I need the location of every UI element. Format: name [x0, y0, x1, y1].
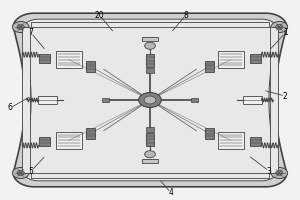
Circle shape — [144, 96, 156, 104]
Bar — [142, 37, 158, 41]
Circle shape — [271, 22, 288, 33]
Bar — [205, 128, 214, 139]
Circle shape — [139, 93, 161, 107]
Circle shape — [17, 170, 25, 175]
Polygon shape — [13, 13, 287, 187]
Circle shape — [275, 170, 283, 175]
Bar — [218, 51, 244, 68]
Text: 20: 20 — [95, 11, 104, 20]
Circle shape — [145, 42, 155, 49]
Bar — [243, 96, 262, 104]
Bar — [102, 98, 109, 102]
Bar — [86, 61, 95, 72]
Bar — [146, 68, 154, 73]
Circle shape — [275, 25, 283, 30]
Bar — [146, 133, 154, 146]
Bar — [205, 61, 214, 72]
Bar — [191, 98, 198, 102]
Bar — [31, 22, 269, 27]
Bar — [86, 128, 95, 139]
Circle shape — [12, 167, 29, 178]
Circle shape — [17, 25, 25, 30]
Bar — [22, 27, 30, 173]
Circle shape — [12, 22, 29, 33]
Text: 4: 4 — [168, 188, 173, 197]
Bar — [38, 54, 50, 63]
Text: 5: 5 — [29, 166, 34, 176]
Text: 2: 2 — [283, 92, 288, 101]
Bar — [31, 173, 269, 178]
Bar — [146, 54, 154, 67]
Bar — [250, 54, 262, 63]
Bar — [146, 127, 154, 132]
Bar — [56, 132, 82, 149]
Circle shape — [145, 151, 155, 158]
Text: 8: 8 — [183, 11, 188, 20]
Bar — [38, 96, 57, 104]
Bar — [56, 51, 82, 68]
Polygon shape — [22, 19, 278, 181]
Circle shape — [271, 167, 288, 178]
Text: 6: 6 — [8, 103, 13, 112]
Bar — [270, 27, 278, 173]
Text: 3: 3 — [266, 166, 271, 176]
Text: 1: 1 — [283, 28, 288, 37]
Bar — [218, 132, 244, 149]
Bar — [38, 137, 50, 146]
Bar — [250, 137, 262, 146]
Text: 7: 7 — [29, 28, 34, 37]
Bar — [142, 159, 158, 163]
